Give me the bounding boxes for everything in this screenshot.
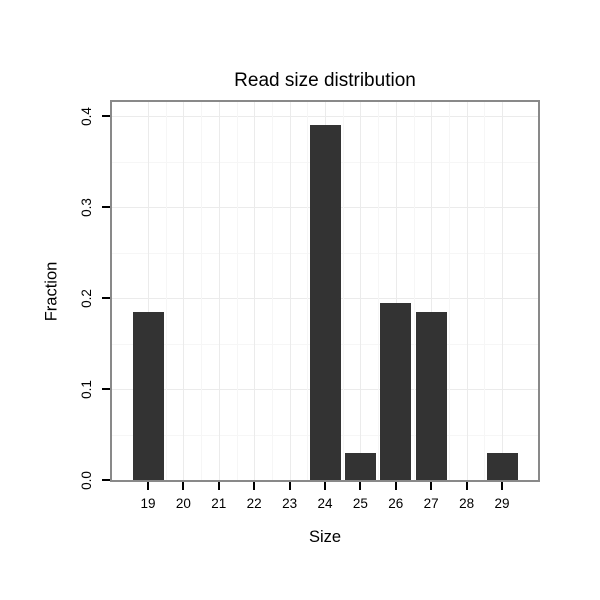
x-tick-label: 25 bbox=[352, 496, 368, 511]
bar-size-24 bbox=[309, 125, 341, 480]
y-axis-title: Fraction bbox=[40, 100, 64, 482]
plot-panel bbox=[110, 100, 540, 482]
x-tick-mark bbox=[501, 482, 503, 490]
x-tick-label: 23 bbox=[282, 496, 298, 511]
x-tick-label: 21 bbox=[211, 496, 227, 511]
v-gridline bbox=[289, 102, 291, 480]
v-gridline bbox=[431, 102, 433, 480]
y-tick-mark bbox=[102, 297, 110, 299]
x-tick-mark bbox=[465, 482, 468, 490]
y-tick-mark bbox=[102, 115, 110, 117]
v-gridline bbox=[378, 102, 380, 480]
bar-size-29 bbox=[486, 452, 518, 480]
y-tick-mark bbox=[102, 206, 110, 208]
x-axis-title: Size bbox=[308, 528, 342, 546]
y-tick-label: 0.2 bbox=[76, 278, 96, 318]
y-tick-label-text: 0.2 bbox=[78, 288, 94, 308]
x-tick-label: 22 bbox=[246, 496, 262, 511]
v-gridline bbox=[218, 102, 220, 480]
v-gridline bbox=[360, 102, 362, 480]
x-tick-mark bbox=[394, 482, 397, 490]
bar-size-26 bbox=[380, 302, 412, 480]
y-tick-label: 0.3 bbox=[76, 187, 96, 227]
chart-title: Read size distribution bbox=[234, 70, 416, 91]
x-tick-mark bbox=[182, 482, 185, 490]
v-gridline bbox=[484, 102, 486, 480]
x-tick-mark bbox=[288, 482, 291, 490]
v-gridline bbox=[148, 102, 149, 480]
x-tick-label: 24 bbox=[317, 496, 333, 511]
x-tick-mark bbox=[253, 482, 256, 490]
v-gridline bbox=[466, 102, 468, 480]
x-tick-label: 19 bbox=[140, 496, 156, 511]
y-tick-mark bbox=[102, 388, 110, 390]
bar-size-25 bbox=[344, 452, 376, 480]
x-tick-label: 27 bbox=[423, 496, 439, 511]
v-gridline bbox=[502, 102, 503, 480]
y-tick-mark bbox=[102, 479, 110, 481]
y-tick-label-text: 0.3 bbox=[78, 197, 94, 217]
y-tick-label: 0.1 bbox=[76, 369, 96, 409]
y-tick-label-text: 0.1 bbox=[78, 379, 94, 399]
v-gridline bbox=[165, 102, 167, 480]
x-tick-label: 28 bbox=[459, 496, 475, 511]
v-gridline bbox=[307, 102, 309, 480]
v-gridline bbox=[254, 102, 256, 480]
x-tick-label: 26 bbox=[388, 496, 404, 511]
v-gridline bbox=[448, 102, 450, 480]
bar-size-19 bbox=[132, 311, 164, 480]
x-tick-label: 29 bbox=[494, 496, 510, 511]
x-tick-mark bbox=[430, 482, 433, 490]
v-gridline bbox=[413, 102, 415, 480]
h-gridline bbox=[112, 480, 538, 481]
x-tick-mark bbox=[324, 482, 326, 490]
y-tick-label: 0.0 bbox=[76, 460, 96, 500]
bar-size-27 bbox=[415, 311, 447, 480]
y-axis-title-text: Fraction bbox=[42, 261, 61, 321]
y-tick-label-text: 0.4 bbox=[78, 106, 94, 126]
v-gridline bbox=[271, 102, 273, 480]
v-gridline bbox=[342, 102, 344, 480]
y-tick-label: 0.4 bbox=[76, 96, 96, 136]
v-gridline bbox=[201, 102, 203, 480]
x-tick-mark bbox=[217, 482, 220, 490]
x-tick-mark bbox=[359, 482, 362, 490]
y-tick-label-text: 0.0 bbox=[78, 470, 94, 490]
v-gridline bbox=[236, 102, 238, 480]
v-gridline bbox=[183, 102, 185, 480]
x-tick-mark bbox=[147, 482, 149, 490]
v-gridline bbox=[395, 102, 397, 480]
x-tick-label: 20 bbox=[175, 496, 191, 511]
